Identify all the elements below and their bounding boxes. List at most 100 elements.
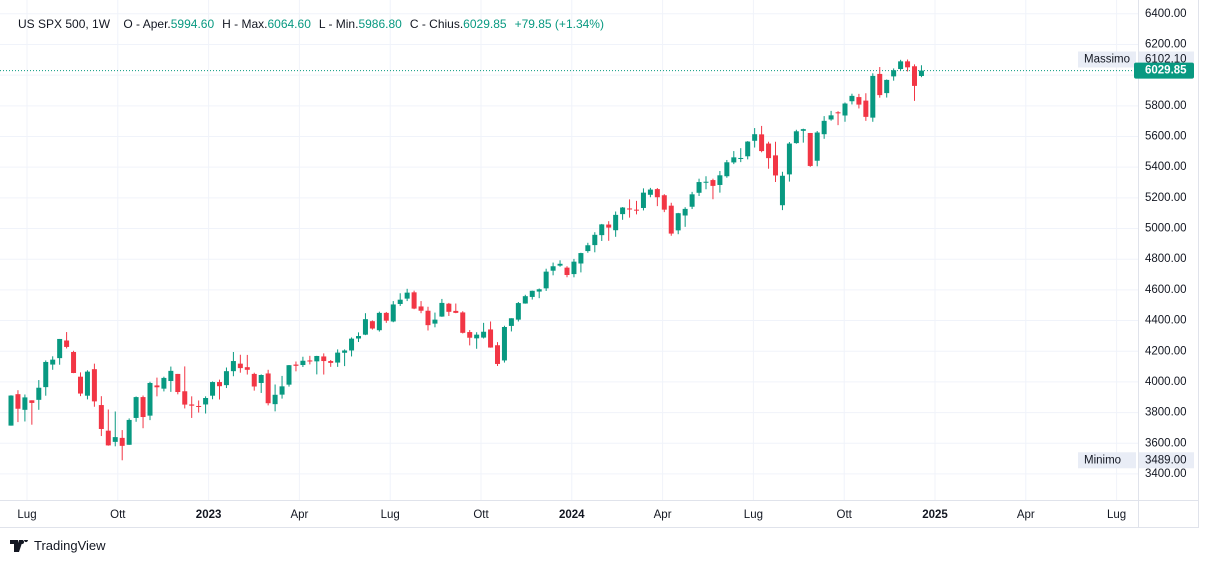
candle-body xyxy=(557,263,563,266)
y-tick-label: 4600.00 xyxy=(1145,284,1187,296)
legend-value: 6029.85 xyxy=(463,17,507,31)
candle-body xyxy=(196,405,202,407)
candle-body xyxy=(564,267,570,275)
y-tick-label: 4200.00 xyxy=(1145,345,1187,357)
candle-body xyxy=(119,437,125,446)
candle-body xyxy=(912,66,917,86)
candle-body xyxy=(543,271,549,289)
candle-body xyxy=(620,207,626,215)
candle-body xyxy=(703,181,709,183)
candle-body xyxy=(724,162,730,177)
candle-body xyxy=(189,404,195,406)
x-tick-label: Lug xyxy=(744,509,763,521)
legend-key: O - Aper. xyxy=(123,17,171,31)
candle-body xyxy=(682,208,688,216)
candle-body xyxy=(91,369,97,402)
candle-body xyxy=(863,100,869,117)
candle-body xyxy=(717,175,723,185)
candle-body xyxy=(22,397,28,410)
x-tick-label: 2024 xyxy=(559,509,585,521)
y-tick-label: 4400.00 xyxy=(1145,315,1187,327)
candle-body xyxy=(43,361,49,388)
candle-body xyxy=(870,75,876,118)
candle-body xyxy=(84,371,90,396)
candle-body xyxy=(279,386,285,395)
candle-body xyxy=(550,266,556,271)
candle-body xyxy=(766,143,772,159)
candle-body xyxy=(786,143,792,175)
candle-body xyxy=(731,157,737,163)
candle-body xyxy=(773,155,778,176)
candle-body xyxy=(161,377,167,389)
candle-body xyxy=(481,331,487,338)
marker-name: Massimo xyxy=(1084,54,1130,66)
candle-body xyxy=(376,312,382,331)
candle-body xyxy=(258,375,264,383)
marker-name-bg xyxy=(1078,51,1136,68)
candle-body xyxy=(460,312,466,333)
legend-value: 5994.60 xyxy=(170,17,215,31)
candle-body xyxy=(842,103,848,116)
candle-body xyxy=(807,132,813,166)
candle-body xyxy=(265,373,271,404)
candle-body xyxy=(50,359,56,365)
candle-body xyxy=(634,209,639,211)
legend-key: H - Max. xyxy=(222,17,268,31)
candle-body xyxy=(668,205,674,234)
candle-body xyxy=(689,194,695,207)
last-price-label: 6029.85 xyxy=(1145,65,1187,77)
candle-body xyxy=(508,318,514,326)
candle-body xyxy=(223,371,229,386)
candle-body xyxy=(147,382,153,416)
candle-body xyxy=(877,73,883,96)
brand-name: TradingView xyxy=(34,538,106,553)
marker-value-bg xyxy=(1139,452,1194,469)
candle-body xyxy=(696,182,702,193)
candle-body xyxy=(230,361,236,372)
y-tick-label: 5800.00 xyxy=(1145,100,1187,112)
candle-body xyxy=(585,245,591,252)
y-tick-label: 3600.00 xyxy=(1145,437,1187,449)
candle-body xyxy=(133,397,139,418)
y-tick-label: 5400.00 xyxy=(1145,161,1187,173)
marker-name: Minimo xyxy=(1084,454,1121,466)
candle-body xyxy=(918,70,924,76)
candle-body xyxy=(244,367,250,370)
candle-body xyxy=(418,306,424,311)
x-tick-label: Apr xyxy=(654,509,672,521)
y-tick-label: 5000.00 xyxy=(1145,223,1187,235)
candle-body xyxy=(488,329,494,348)
candle-body xyxy=(168,370,174,381)
y-tick-label: 3800.00 xyxy=(1145,407,1187,419)
x-tick-label: Lug xyxy=(381,509,400,521)
candle-body xyxy=(397,299,403,304)
y-tick-label: 4000.00 xyxy=(1145,376,1187,388)
candle-body xyxy=(578,253,584,264)
candle-body xyxy=(647,189,653,195)
candle-body xyxy=(237,363,243,369)
candle-body xyxy=(522,296,528,304)
candle-body xyxy=(467,332,473,338)
candle-body xyxy=(891,70,897,77)
candle-body xyxy=(439,302,445,317)
y-tick-label: 5200.00 xyxy=(1145,192,1187,204)
x-tick-label: Ott xyxy=(110,509,126,521)
legend-change: +79.85 (+1.34%) xyxy=(514,17,604,31)
candle-body xyxy=(745,141,751,157)
candle-body xyxy=(738,157,744,159)
candle-body xyxy=(640,192,646,208)
candle-body xyxy=(251,373,257,387)
candle-body xyxy=(884,79,890,94)
x-tick-label: Ott xyxy=(473,509,489,521)
x-tick-label: 2023 xyxy=(196,509,222,521)
candle-body xyxy=(314,355,320,362)
candle-body xyxy=(356,336,361,339)
candle-body xyxy=(495,345,500,364)
candle-body xyxy=(15,394,21,409)
candle-body xyxy=(71,351,77,374)
y-tick-label: 6400.00 xyxy=(1145,8,1187,20)
candle-body xyxy=(661,195,667,210)
candle-body xyxy=(321,356,327,362)
candle-body xyxy=(856,97,862,105)
